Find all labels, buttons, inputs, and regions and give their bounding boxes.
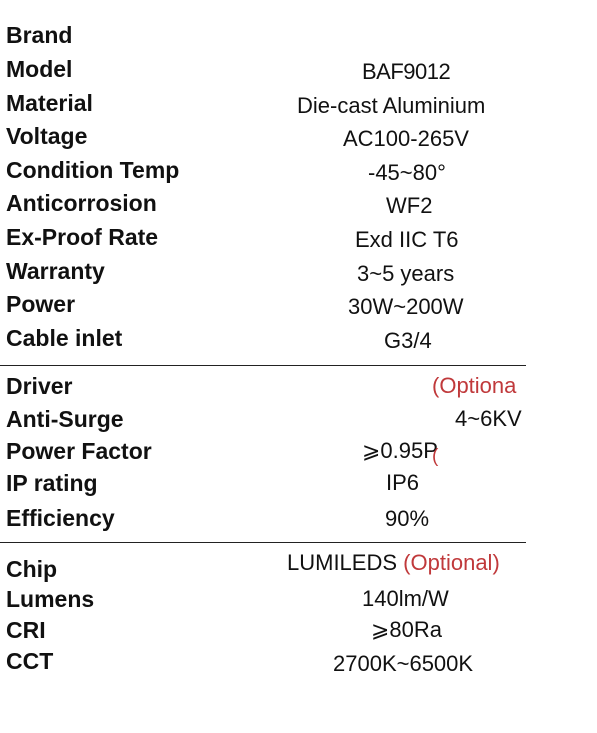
- power-factor-label: Power Factor: [6, 438, 152, 464]
- ip-rating-label: IP rating: [6, 470, 98, 496]
- efficiency-label: Efficiency: [6, 505, 115, 531]
- section-divider-1: [0, 365, 526, 366]
- driver-optional-note: (Optiona: [432, 373, 517, 398]
- anticorrosion-label: Anticorrosion: [6, 190, 157, 216]
- chip-value: LUMILEDS (Optional): [287, 548, 500, 578]
- cct-value: 2700K~6500K: [333, 651, 474, 676]
- voltage-label: Voltage: [6, 123, 88, 149]
- voltage-value: AC100-265V: [343, 126, 469, 151]
- anti-surge-label: Anti-Surge: [6, 406, 124, 432]
- ex-proof-rate-value: Exd IIC T6: [355, 227, 459, 252]
- model-label: Model: [6, 56, 73, 82]
- cable-inlet-label: Cable inlet: [6, 325, 123, 351]
- model-value: BAF9012: [362, 59, 451, 84]
- ex-proof-rate-label: Ex-Proof Rate: [6, 224, 159, 250]
- anticorrosion-value: WF2: [386, 193, 433, 218]
- power-label: Power: [6, 291, 76, 317]
- anti-surge-value: 4~6KV: [455, 406, 522, 431]
- material-label: Material: [6, 90, 93, 116]
- chip-brand: LUMILEDS: [287, 550, 398, 575]
- lumens-value: 140lm/W: [362, 586, 449, 611]
- chip-optional-note: (Optional): [403, 550, 500, 575]
- cri-label: CRI: [6, 617, 46, 643]
- ip-rating-value: IP6: [386, 470, 420, 495]
- brand-label: Brand: [6, 22, 73, 48]
- material-value: Die-cast Aluminium: [297, 93, 486, 118]
- warranty-label: Warranty: [6, 258, 105, 284]
- efficiency-value: 90%: [385, 506, 430, 531]
- power-factor-value: ⩾0.95P: [362, 438, 438, 463]
- power-value: 30W~200W: [348, 294, 464, 319]
- lumens-label: Lumens: [6, 586, 95, 612]
- warranty-value: 3~5 years: [357, 261, 455, 286]
- condition-temp-label: Condition Temp: [6, 157, 180, 183]
- power-factor-red-mark: (: [432, 446, 439, 467]
- chip-label: Chip: [6, 556, 58, 582]
- driver-label: Driver: [6, 373, 73, 399]
- section-divider-2: [0, 542, 526, 543]
- cable-inlet-value: G3/4: [384, 328, 432, 353]
- cct-label: CCT: [6, 648, 54, 674]
- cri-value: ⩾80Ra: [371, 617, 443, 642]
- condition-temp-value: -45~80°: [368, 160, 446, 185]
